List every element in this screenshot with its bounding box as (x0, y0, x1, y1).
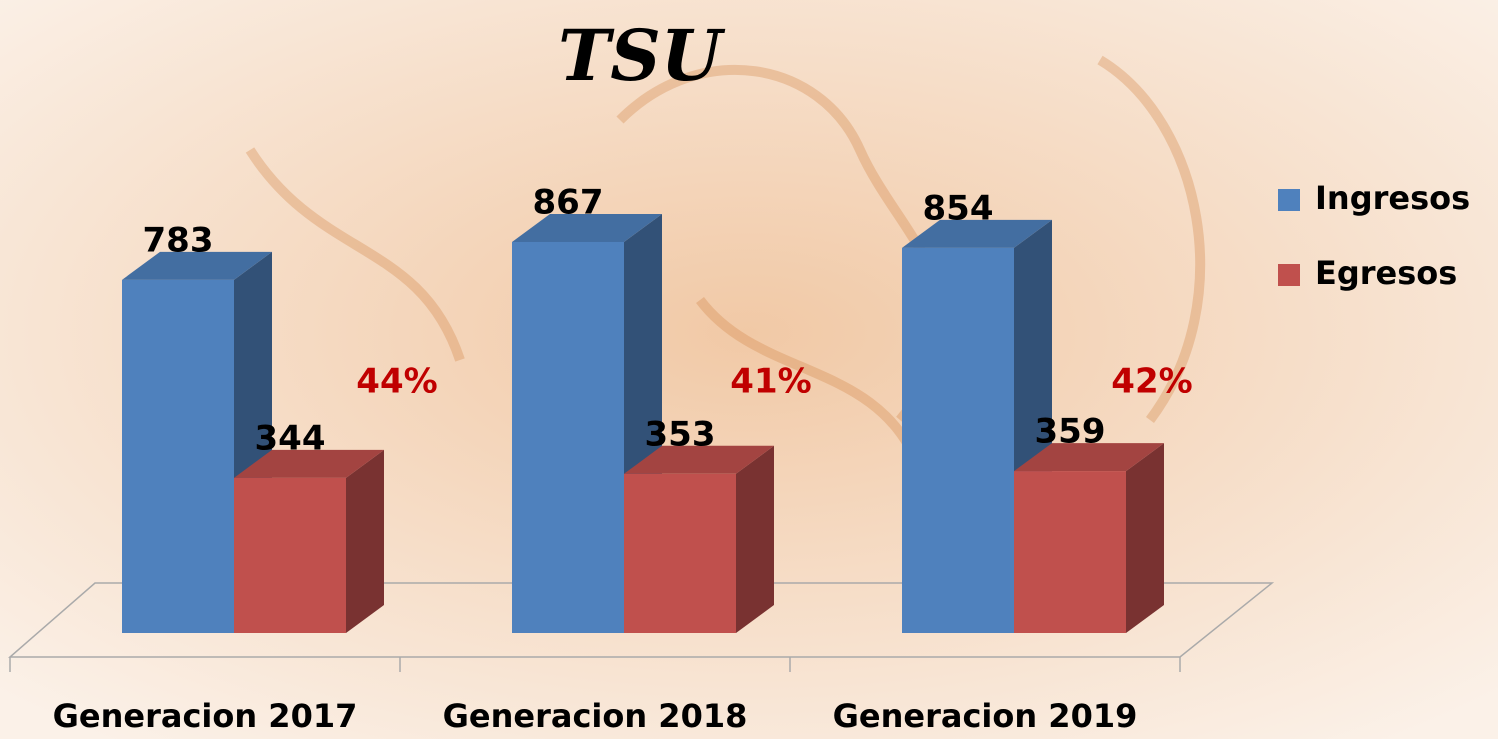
bar (902, 248, 1014, 633)
value-label: 359 (1035, 412, 1106, 452)
x-tick-label: Generacion 2017 (53, 697, 358, 735)
chart-title: TSU (558, 14, 726, 97)
legend-label: Egresos (1315, 254, 1457, 292)
bar-side (1126, 443, 1164, 633)
bar (234, 478, 346, 633)
percent-annotation: 42% (1111, 362, 1192, 402)
value-label: 353 (645, 414, 716, 454)
bar-side (736, 446, 774, 633)
chart: TSU Generacion 2017 783 344 Generacion 2018… (0, 0, 1498, 739)
value-label: 344 (255, 418, 326, 458)
x-tick-label: Generacion 2019 (833, 697, 1138, 735)
legend-swatch (1278, 189, 1300, 211)
bar (1014, 471, 1126, 633)
value-label: 783 (143, 220, 214, 260)
bar (122, 280, 234, 633)
legend-swatch (1278, 264, 1300, 286)
legend-label: Ingresos (1315, 179, 1470, 217)
bar-side (346, 450, 384, 633)
bar (512, 242, 624, 633)
percent-annotation: 44% (356, 362, 437, 402)
value-label: 854 (923, 188, 994, 228)
value-label: 867 (533, 182, 604, 222)
bar (624, 474, 736, 633)
x-tick-label: Generacion 2018 (443, 697, 748, 735)
percent-annotation: 41% (730, 362, 811, 402)
